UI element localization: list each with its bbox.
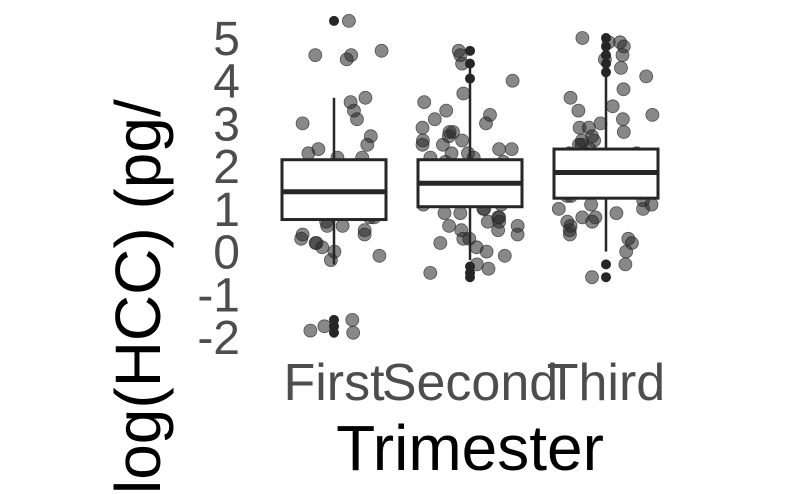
jitter-point-third-39 bbox=[563, 227, 577, 242]
jitter-point-second-12 bbox=[455, 133, 470, 148]
jitter-point-first-3 bbox=[374, 43, 389, 58]
jitter-point-third-6 bbox=[614, 61, 628, 75]
jitter-point-third-12 bbox=[616, 112, 630, 127]
jitter-point-first-36 bbox=[372, 248, 387, 263]
jitter-point-second-42 bbox=[433, 236, 448, 250]
jitter-point-first-52 bbox=[346, 325, 361, 340]
jitter-point-second-49 bbox=[504, 142, 519, 157]
jitter-point-first-43 bbox=[308, 236, 323, 250]
x-tick-label-second: Second bbox=[382, 354, 558, 412]
jitter-point-first-6 bbox=[295, 116, 310, 131]
y-axis-title: log(HCC) (pg/ bbox=[102, 99, 174, 494]
y-tick-label-7: -2 bbox=[197, 312, 240, 365]
jitter-point-second-35 bbox=[453, 206, 468, 221]
outlier-third-2 bbox=[601, 50, 611, 61]
x-tick-label-third: Third bbox=[547, 354, 665, 412]
jitter-point-third-41 bbox=[619, 244, 634, 259]
jitter-point-second-69 bbox=[415, 137, 430, 152]
outlier-first-2 bbox=[329, 327, 339, 338]
outlier-third-4 bbox=[601, 67, 611, 78]
jitter-point-first-32 bbox=[294, 231, 309, 246]
jitter-point-second-4 bbox=[456, 86, 471, 101]
jitter-point-second-3 bbox=[505, 73, 520, 88]
jitter-point-third-51 bbox=[645, 108, 660, 122]
jitter-point-third-34 bbox=[609, 206, 624, 221]
y-tick-label-6: -1 bbox=[197, 269, 240, 322]
jitter-point-first-10 bbox=[350, 112, 364, 127]
x-tick-label-first: First bbox=[283, 354, 385, 412]
outlier-third-3 bbox=[601, 58, 611, 69]
jitter-point-second-64 bbox=[491, 210, 506, 225]
y-tick-label-2: 3 bbox=[213, 98, 240, 151]
outlier-second-1 bbox=[465, 58, 475, 69]
jitter-point-second-44 bbox=[479, 244, 494, 259]
jitter-point-second-68 bbox=[444, 146, 459, 161]
jitter-point-second-56 bbox=[437, 206, 452, 221]
jitter-point-third-9 bbox=[563, 90, 578, 105]
jitter-point-third-7 bbox=[639, 69, 654, 84]
jitter-point-third-11 bbox=[571, 103, 586, 118]
jitter-point-first-45 bbox=[360, 137, 375, 152]
jitter-point-third-43 bbox=[585, 270, 599, 285]
outlier-third-1 bbox=[601, 41, 611, 52]
jitter-point-second-9 bbox=[415, 120, 430, 135]
jitter-point-second-59 bbox=[456, 231, 471, 246]
jitter-point-second-6 bbox=[439, 103, 454, 118]
jitter-point-second-65 bbox=[510, 218, 525, 233]
outlier-third-6 bbox=[601, 272, 611, 283]
jitter-point-third-52 bbox=[572, 120, 587, 135]
jitter-point-third-15 bbox=[616, 125, 631, 139]
box-layer bbox=[280, 15, 660, 338]
jitter-point-third-42 bbox=[618, 257, 633, 272]
jitter-point-first-4 bbox=[344, 48, 359, 62]
jitter-point-first-9 bbox=[358, 90, 373, 105]
jitter-point-third-33 bbox=[551, 201, 566, 216]
y-tick-label-0: 5 bbox=[213, 13, 240, 66]
y-tick-label-4: 1 bbox=[213, 184, 240, 237]
outlier-second-5 bbox=[465, 272, 475, 283]
y-tick-label-5: 0 bbox=[213, 227, 240, 280]
jitter-point-second-62 bbox=[483, 108, 497, 122]
y-tick-label-3: 2 bbox=[213, 141, 240, 194]
jitter-point-first-15 bbox=[301, 146, 316, 161]
jitter-point-second-7 bbox=[427, 112, 442, 127]
outlier-first-3 bbox=[329, 15, 339, 26]
jitter-point-third-55 bbox=[644, 197, 659, 212]
jitter-point-first-42 bbox=[357, 227, 372, 242]
jitter-point-first-37 bbox=[323, 253, 338, 268]
jitter-point-second-14 bbox=[492, 142, 507, 157]
jitter-point-third-4 bbox=[615, 48, 630, 62]
y-tick-label-1: 4 bbox=[213, 56, 240, 109]
jitter-point-third-53 bbox=[575, 133, 589, 148]
jitter-point-first-50 bbox=[345, 312, 360, 327]
jitter-point-second-13 bbox=[435, 137, 450, 152]
jitter-point-first-29 bbox=[320, 218, 335, 233]
jitter-point-third-10 bbox=[605, 99, 620, 114]
outlier-third-0 bbox=[601, 33, 611, 43]
jitter-point-second-47 bbox=[481, 261, 496, 276]
jitter-point-first-0 bbox=[341, 13, 356, 28]
outlier-second-0 bbox=[465, 45, 475, 56]
jitter-point-third-8 bbox=[616, 82, 631, 97]
jitter-point-second-5 bbox=[417, 95, 432, 109]
jitter-point-first-53 bbox=[303, 323, 318, 338]
x-axis-title: Trimester bbox=[336, 412, 604, 484]
jitter-point-second-45 bbox=[497, 248, 512, 263]
jitter-point-third-57 bbox=[621, 231, 636, 246]
jitter-point-second-38 bbox=[442, 218, 457, 233]
jitter-point-first-48 bbox=[335, 218, 350, 233]
outlier-second-2 bbox=[465, 73, 475, 84]
jitter-point-third-56 bbox=[575, 210, 590, 225]
jitter-point-second-61 bbox=[446, 125, 460, 139]
jitter-point-second-48 bbox=[423, 265, 438, 280]
outlier-third-5 bbox=[601, 259, 611, 270]
jitter-point-first-51 bbox=[317, 319, 332, 334]
jitter-point-third-0 bbox=[575, 31, 590, 45]
jitter-point-first-1 bbox=[308, 48, 323, 62]
jitter-point-third-32 bbox=[584, 197, 598, 212]
